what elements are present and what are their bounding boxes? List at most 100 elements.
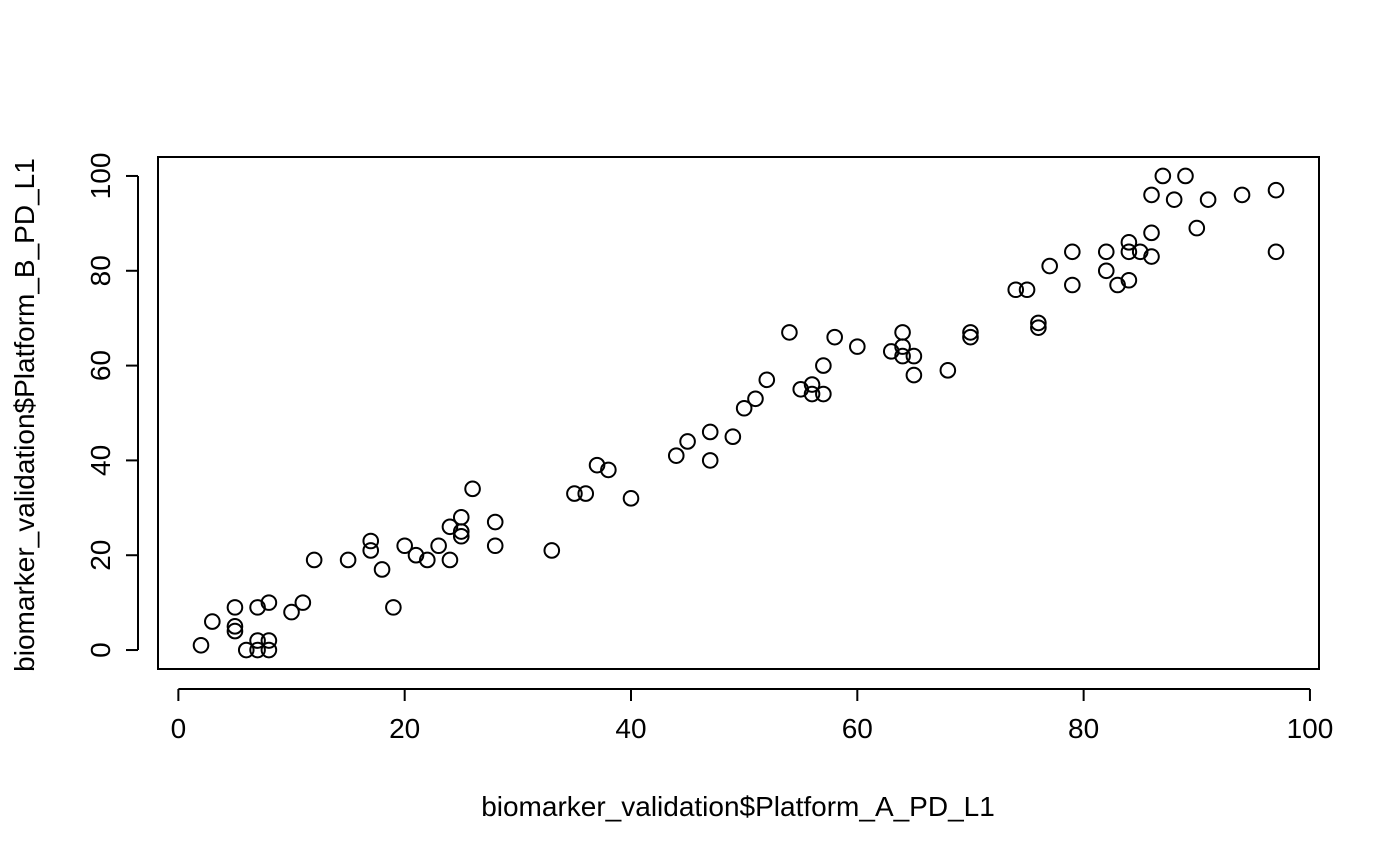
data-point — [939, 362, 957, 379]
data-point — [566, 485, 583, 502]
data-point — [452, 508, 470, 526]
x-tick-label: 80 — [1068, 713, 1099, 744]
data-point — [588, 456, 606, 474]
data-point — [385, 599, 402, 616]
data-point — [362, 542, 380, 559]
data-point — [735, 399, 753, 417]
data-point — [815, 357, 832, 374]
y-axis: 0 20 40 60 80 100 — [85, 153, 139, 658]
data-point — [260, 594, 278, 611]
data-point — [905, 347, 923, 365]
data-point — [192, 636, 210, 654]
data-point — [815, 385, 832, 403]
data-point — [803, 385, 821, 403]
data-point — [849, 338, 866, 355]
data-point — [1030, 319, 1047, 336]
data-point — [543, 542, 561, 559]
data-point — [701, 452, 719, 469]
data-point — [894, 324, 911, 341]
y-tick-label: 100 — [85, 153, 116, 200]
data-point — [249, 632, 266, 649]
data-point — [1120, 234, 1138, 251]
data-point — [1041, 257, 1058, 275]
data-point — [1143, 186, 1160, 204]
data-point — [419, 551, 436, 569]
data-point — [1120, 271, 1138, 289]
x-tick-label: 20 — [389, 713, 420, 744]
y-tick-label: 20 — [85, 540, 116, 571]
data-point — [758, 371, 776, 389]
data-point — [1018, 281, 1036, 299]
x-axis: 0 20 40 60 80 100 — [171, 688, 1334, 744]
data-point — [1131, 243, 1149, 261]
data-point — [249, 599, 266, 616]
data-point — [283, 603, 300, 621]
data-point — [1165, 191, 1183, 208]
data-point — [407, 546, 425, 564]
data-point — [1267, 181, 1285, 199]
y-tick-label: 40 — [85, 445, 116, 476]
data-point — [1030, 314, 1047, 332]
x-axis-label: biomarker_validation$Platform_A_PD_L1 — [481, 791, 995, 822]
data-point — [724, 428, 742, 446]
data-point — [260, 632, 278, 649]
x-tick-label: 40 — [615, 713, 646, 744]
y-tick-label: 0 — [85, 642, 116, 658]
data-point — [396, 537, 413, 555]
data-point — [249, 641, 266, 659]
data-point — [441, 551, 459, 569]
data-point — [305, 551, 323, 569]
data-point — [294, 594, 312, 611]
data-point — [1064, 243, 1081, 261]
data-point — [882, 343, 900, 360]
data-point — [1233, 186, 1251, 204]
data-point — [826, 328, 843, 346]
data-point — [204, 613, 221, 630]
data-point — [803, 376, 821, 393]
data-point — [1154, 167, 1172, 185]
data-point — [226, 622, 244, 640]
x-tick-label: 0 — [171, 713, 187, 744]
data-point — [373, 561, 391, 578]
data-point — [701, 423, 719, 441]
data-point — [962, 324, 979, 341]
data-points — [192, 167, 1285, 659]
data-point — [667, 447, 685, 464]
x-tick-label: 100 — [1287, 713, 1334, 744]
data-point — [339, 551, 357, 569]
data-point — [464, 480, 481, 498]
y-axis-label: biomarker_validation$Platform_B_PD_L1 — [9, 158, 40, 672]
data-point — [1120, 243, 1138, 261]
y-tick-label: 80 — [85, 255, 116, 286]
data-point — [781, 324, 798, 341]
data-point — [452, 523, 470, 540]
data-point — [962, 328, 979, 346]
data-point — [486, 513, 504, 531]
data-point — [486, 537, 504, 555]
data-point — [905, 366, 923, 384]
data-point — [1188, 219, 1206, 237]
data-point — [1143, 224, 1160, 242]
data-point — [600, 461, 617, 479]
data-point — [577, 485, 595, 502]
y-tick-label: 60 — [85, 350, 116, 381]
data-point — [260, 641, 278, 659]
data-point — [1177, 167, 1194, 185]
data-point — [747, 390, 764, 408]
data-point — [452, 527, 470, 545]
data-point — [441, 518, 459, 536]
data-point — [894, 347, 911, 365]
data-point — [362, 532, 380, 550]
data-point — [1064, 276, 1081, 294]
data-point — [1109, 276, 1126, 294]
data-point — [237, 641, 255, 659]
data-point — [622, 490, 640, 507]
data-point — [894, 338, 911, 355]
data-point — [1097, 243, 1115, 261]
data-point — [1097, 262, 1115, 280]
plot-area-border — [157, 156, 1320, 670]
data-point — [226, 618, 244, 635]
data-point — [1199, 191, 1217, 208]
data-point — [792, 380, 810, 398]
